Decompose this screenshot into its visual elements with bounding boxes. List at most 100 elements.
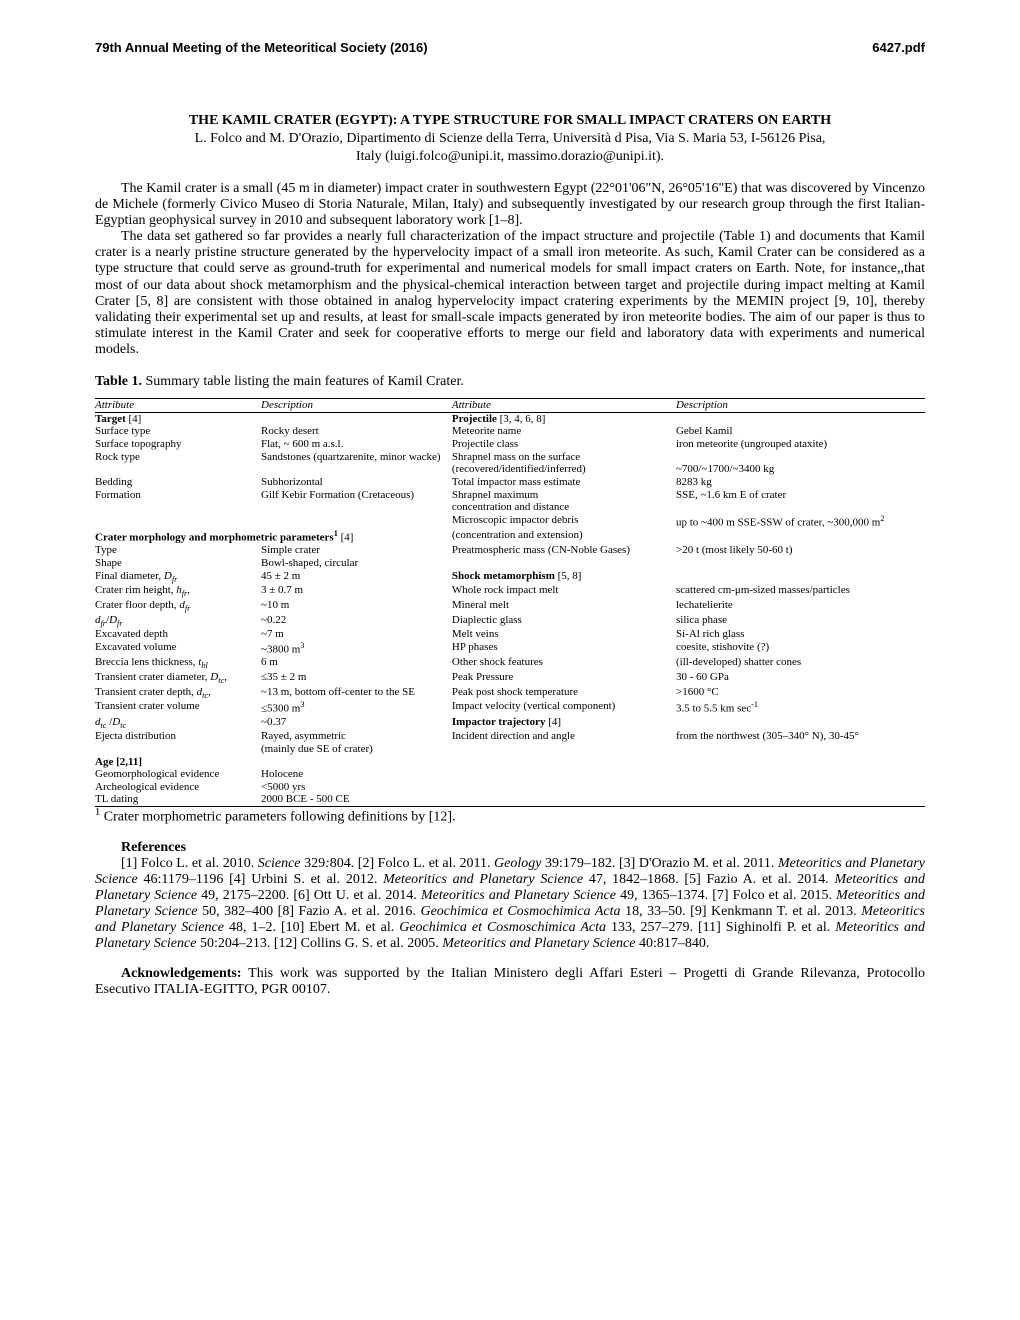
cell: Mineral melt [452,599,676,614]
cell: Diaplectic glass [452,614,676,629]
running-header: 79th Annual Meeting of the Meteoritical … [95,40,925,55]
header-left: 79th Annual Meeting of the Meteoritical … [95,40,428,55]
cell [676,557,925,570]
cell [452,743,676,756]
table-caption-text: Summary table listing the main features … [142,374,464,389]
cell [452,756,676,769]
table-row: Breccia lens thickness, tbl6 m Other sho… [95,656,925,671]
header-right: 6427.pdf [872,40,925,55]
table-caption-label: Table 1. [95,374,142,389]
cell: Excavated depth [95,628,261,641]
section-head: Shock metamorphism [5, 8] [452,570,925,585]
cell: Holocene [261,768,452,781]
feature-table: Attribute Description Attribute Descript… [95,398,925,807]
cell: Shrapnel mass on the surface [452,451,676,464]
cell: Other shock features [452,656,676,671]
table-row: (mainly due SE of crater) [95,743,925,756]
table-row: Age [2,11] [95,756,925,769]
col-header: Attribute [452,399,676,413]
cell: Rayed, asymmetric [261,730,452,743]
table-row: dtc /Dtc~0.37 Impactor trajectory [4] [95,716,925,731]
cell: ~0.37 [261,716,452,731]
cell: concentration and distance [452,501,676,514]
cell: Whole rock impact melt [452,584,676,599]
col-header: Attribute [95,399,261,413]
cell: ~3800 m3 [261,641,452,656]
cell: Sandstones (quartzarenite, minor wacke) [261,451,452,464]
cell [676,781,925,794]
cell: (mainly due SE of crater) [261,743,452,756]
cell: Shrapnel maximum [452,489,676,502]
cell [261,463,452,476]
cell: Archeological evidence [95,781,261,794]
table-row: Surface topographyFlat, ~ 600 m a.s.l. P… [95,438,925,451]
cell: Bedding [95,476,261,489]
cell: Gebel Kamil [676,425,925,438]
section-head: Age [2,11] [95,756,452,769]
cell: <5000 yrs [261,781,452,794]
table-row: Final diameter, Dfr45 ± 2 m Shock metamo… [95,570,925,585]
cell [676,768,925,781]
cell [95,463,261,476]
acknowledgements: Acknowledgements: This work was supporte… [95,966,925,998]
cell: >20 t (most likely 50-60 t) [676,544,925,557]
cell: iron meteorite (ungrouped ataxite) [676,438,925,451]
cell: dtc /Dtc [95,716,261,731]
cell: Breccia lens thickness, tbl [95,656,261,671]
cell: ~10 m [261,599,452,614]
cell: (ill-developed) shatter cones [676,656,925,671]
cell [676,756,925,769]
cell: Type [95,544,261,557]
cell: Formation [95,489,261,502]
cell: lechatelierite [676,599,925,614]
table-row: ShapeBowl-shaped, circular [95,557,925,570]
cell: Projectile class [452,438,676,451]
cell: silica phase [676,614,925,629]
cell: Shape [95,557,261,570]
section-head: Target [4] [95,412,452,425]
table-footnote: 1 Crater morphometric parameters followi… [95,807,925,826]
cell: Melt veins [452,628,676,641]
cell: Total impactor mass estimate [452,476,676,489]
table-row: BeddingSubhorizontal Total impactor mass… [95,476,925,489]
table-row: Geomorphological evidenceHolocene [95,768,925,781]
cell: Rocky desert [261,425,452,438]
cell: 8283 kg [676,476,925,489]
cell: ~7 m [261,628,452,641]
cell: up to ~400 m SSE-SSW of crater, ~300,000… [676,514,925,529]
table-row: TypeSimple crater Preatmospheric mass (C… [95,544,925,557]
cell: TL dating [95,793,261,806]
cell [261,501,452,514]
cell: Meteorite name [452,425,676,438]
table-row: FormationGilf Kebir Formation (Cretaceou… [95,489,925,502]
cell: Rock type [95,451,261,464]
table-row: (recovered/identified/inferred)~700/~170… [95,463,925,476]
cell: Transient crater depth, dtc, [95,686,261,701]
cell: Simple crater [261,544,452,557]
cell: Final diameter, Dfr [95,570,261,585]
cell: Si-Al rich glass [676,628,925,641]
cell: Crater rim height, hfr, [95,584,261,599]
table-row: Excavated depth~7 m Melt veinsSi-Al rich… [95,628,925,641]
table-row: Crater rim height, hfr,3 ± 0.7 m Whole r… [95,584,925,599]
cell [676,451,925,464]
cell: 2000 BCE - 500 CE [261,793,452,806]
cell: 3 ± 0.7 m [261,584,452,599]
cell: (recovered/identified/inferred) [452,463,676,476]
cell: dfr/Dfr [95,614,261,629]
cell: from the northwest (305–340° N), 30-45° [676,730,925,743]
cell: coesite, stishovite (?) [676,641,925,656]
cell: Incident direction and angle [452,730,676,743]
cell: ≤5300 m3 [261,700,452,715]
table-row: Excavated volume~3800 m3 HP phasescoesit… [95,641,925,656]
cell: scattered cm-μm-sized masses/particles [676,584,925,599]
paragraph-2: The data set gathered so far provides a … [95,229,925,358]
cell: >1600 °C [676,686,925,701]
cell: Surface topography [95,438,261,451]
cell: Preatmospheric mass (CN-Noble Gases) [452,544,676,557]
cell: Peak Pressure [452,671,676,686]
table-row: Microscopic impactor debrisup to ~400 m … [95,514,925,529]
cell: 6 m [261,656,452,671]
cell: ~13 m, bottom off-center to the SE [261,686,452,701]
section-head: Projectile [3, 4, 6, 8] [452,412,925,425]
